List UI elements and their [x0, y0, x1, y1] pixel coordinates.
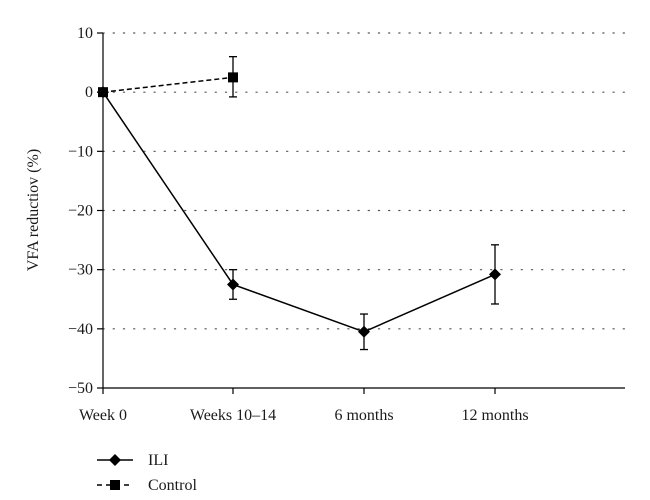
- x-tick-label: Week 0: [79, 407, 127, 424]
- y-tick-label: −50: [68, 380, 93, 397]
- y-tick-label: −30: [68, 262, 93, 279]
- legend-marker-ili: [109, 454, 121, 466]
- data-point-control: [98, 87, 108, 98]
- data-point-ili: [227, 278, 239, 291]
- y-tick-label: −40: [68, 321, 93, 338]
- legend: ILI Control: [97, 452, 197, 494]
- series-ili: [97, 86, 501, 351]
- series-control: [98, 56, 238, 98]
- gridlines: [102, 32, 626, 330]
- y-ticks: 10 0 −10 −20 −30 −40 −50: [68, 25, 103, 397]
- y-axis-title: VFA reductiov (%): [25, 149, 42, 271]
- y-tick-label: −10: [68, 143, 93, 160]
- y-tick-label: −20: [68, 203, 93, 220]
- y-tick-label: 0: [85, 84, 93, 101]
- x-tick-label: 12 months: [461, 407, 528, 424]
- x-tick-label: Weeks 10–14: [190, 407, 276, 424]
- legend-label-control: Control: [148, 477, 197, 494]
- x-tick-label: 6 months: [334, 407, 393, 424]
- legend-label-ili: ILI: [148, 452, 168, 469]
- x-ticks: Week 0 Weeks 10–14 6 months 12 months: [79, 388, 529, 424]
- legend-marker-control: [110, 480, 120, 490]
- series-line-control: [102, 76, 234, 93]
- series: [97, 56, 501, 351]
- data-point-ili: [489, 268, 501, 281]
- data-point-ili: [358, 325, 370, 338]
- y-tick-label: 10: [77, 25, 93, 42]
- series-line-ili: [102, 91, 496, 333]
- data-point-control: [228, 72, 238, 83]
- legend-item-ili: ILI: [97, 452, 168, 469]
- legend-item-control: Control: [97, 477, 197, 494]
